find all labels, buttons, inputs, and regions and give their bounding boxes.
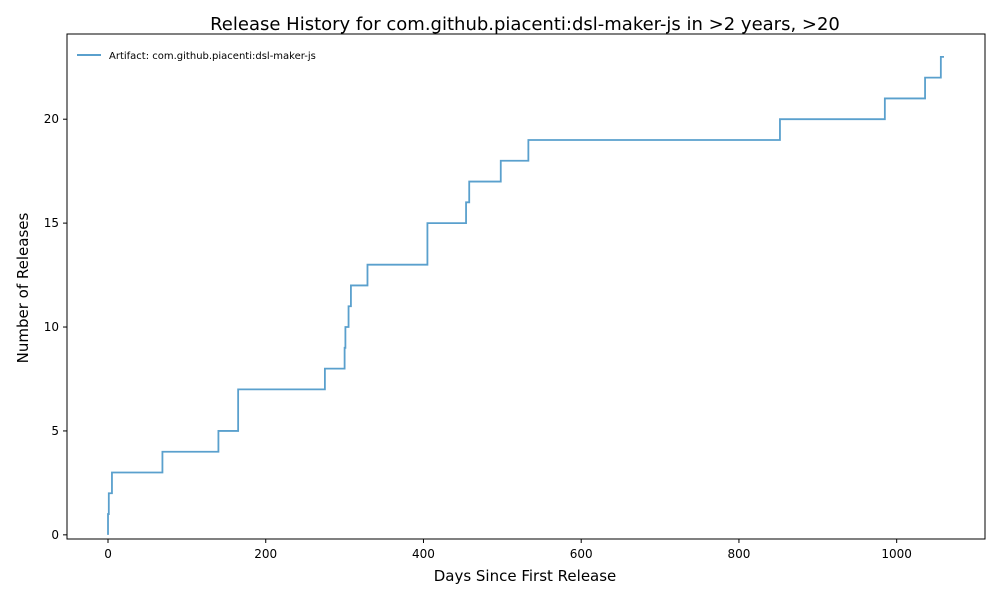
x-axis-label: Days Since First Release [434,567,617,585]
plot-frame [66,33,986,540]
y-tick-label: 20 [44,112,59,126]
legend: Artifact: com.github.piacenti:dsl-maker-… [77,51,316,62]
legend-label: Artifact: com.github.piacenti:dsl-maker-… [109,51,316,62]
y-tick-label: 10 [44,320,59,334]
series-line-0 [107,55,944,535]
chart-title: Release History for com.github.piacenti:… [210,14,840,35]
y-tick-label: 5 [51,424,59,438]
y-axis-label: Number of Releases [14,212,32,363]
axis-ticks: 0 200 400 600 800 1000 0 5 10 15 20 [44,112,912,561]
y-tick-label: 0 [51,528,59,542]
y-tick-label: 15 [44,216,59,230]
x-tick-label: 200 [254,547,277,561]
x-tick-label: 0 [104,547,112,561]
x-tick-label: 800 [727,547,750,561]
series-layer [107,55,944,535]
x-tick-label: 1000 [881,547,912,561]
x-tick-label: 600 [570,547,593,561]
x-tick-label: 400 [412,547,435,561]
